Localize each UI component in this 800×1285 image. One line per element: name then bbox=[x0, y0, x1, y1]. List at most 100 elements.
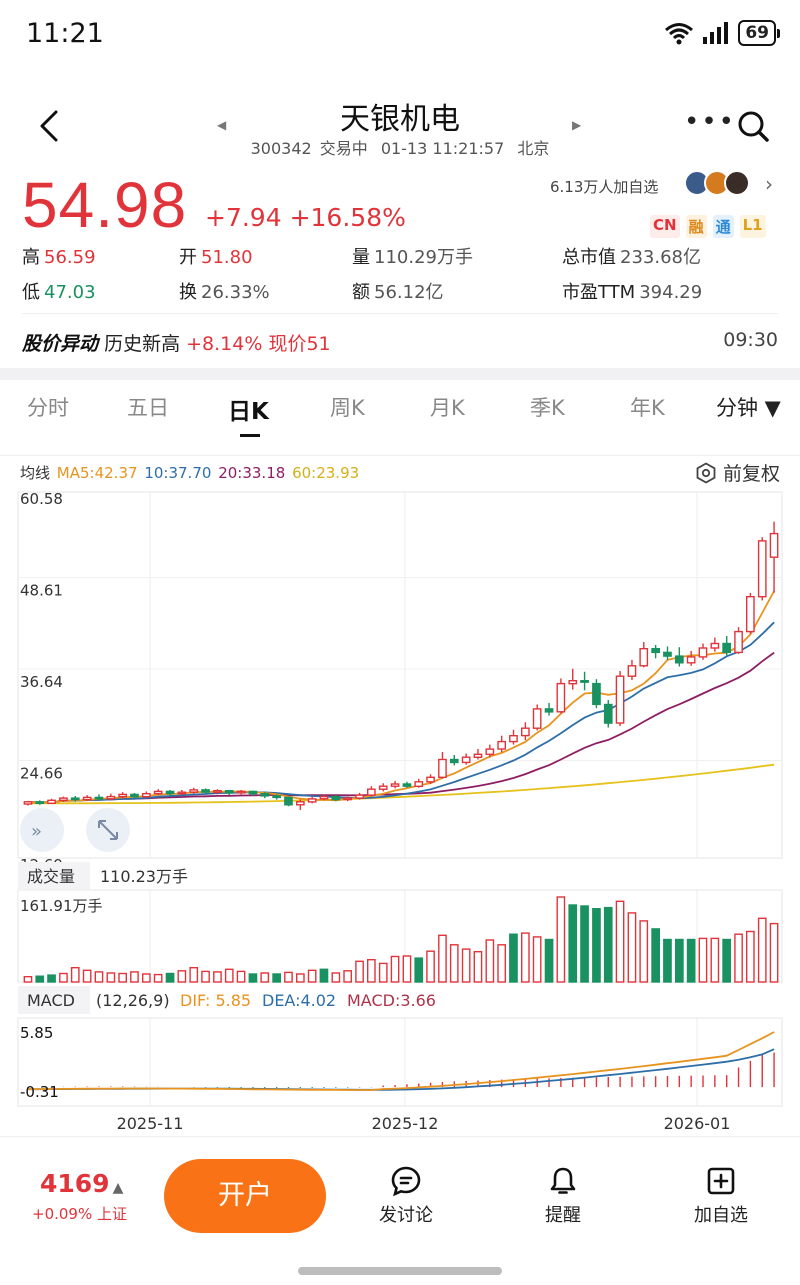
stat-value: 51.80 bbox=[201, 247, 253, 268]
tag-cn[interactable]: CN bbox=[650, 215, 680, 238]
follower-avatars[interactable] bbox=[684, 170, 750, 196]
macd-label[interactable]: MACD bbox=[27, 991, 75, 1010]
back-arrow-icon[interactable] bbox=[30, 106, 70, 146]
search-icon[interactable] bbox=[735, 108, 771, 144]
status-bar: 11:21 69 bbox=[0, 0, 800, 70]
candlesticks bbox=[23, 521, 779, 811]
price-tick-label: 24.66 bbox=[20, 765, 63, 783]
tab-minute-dropdown[interactable]: 分钟 ▼ bbox=[716, 396, 781, 420]
macd-panel-border bbox=[17, 1017, 783, 1107]
volume-bar bbox=[414, 957, 424, 983]
index-value[interactable]: 4169 ▲ bbox=[40, 1169, 123, 1198]
candle-body bbox=[663, 651, 672, 657]
price-tick-label: 48.61 bbox=[20, 582, 63, 600]
plus-square-icon bbox=[707, 1167, 735, 1195]
scroll-left-button[interactable] bbox=[20, 808, 64, 852]
candle-body bbox=[118, 793, 128, 798]
chart-period-tabs: 分时 五日 日K 周K 月K 季K 年K 分钟 ▼ bbox=[0, 392, 800, 442]
open-account-button[interactable]: 开户 bbox=[164, 1159, 326, 1233]
volume-bars bbox=[23, 896, 779, 983]
avatar bbox=[724, 170, 750, 196]
price-alert-row[interactable]: 股价异动 历史新高 +8.14% 现价51 09:30 bbox=[22, 329, 778, 356]
volume-label[interactable]: 成交量 bbox=[27, 867, 75, 886]
candle-body bbox=[355, 794, 364, 799]
candle-body bbox=[509, 735, 518, 743]
volume-bar bbox=[580, 905, 589, 983]
ma60-line bbox=[27, 763, 775, 805]
index-number: 4169 bbox=[40, 1169, 110, 1198]
tab-daily-k[interactable]: 日K bbox=[228, 399, 269, 425]
macd-params: (12,26,9) bbox=[96, 991, 170, 1010]
candle-body bbox=[426, 776, 435, 783]
tab-yearly-k[interactable]: 年K bbox=[630, 396, 665, 420]
stock-subtitle: 300342 交易中 01-13 11:21:57 北京 bbox=[0, 135, 800, 159]
volume-bar bbox=[686, 938, 696, 983]
alert-label: 提醒 bbox=[545, 1205, 581, 1226]
stat-label: 额 bbox=[352, 282, 370, 303]
tab-quarterly-k[interactable]: 季K bbox=[530, 396, 565, 420]
next-stock-icon[interactable]: ▶ bbox=[572, 118, 582, 132]
volume-bar bbox=[734, 933, 743, 983]
candle-body bbox=[390, 783, 400, 787]
tag-connect[interactable]: 通 bbox=[712, 215, 734, 238]
macd-panel bbox=[27, 1031, 775, 1091]
time-axis-labels: 2025-11 2025-12 2026-01 bbox=[117, 1114, 731, 1133]
volume-bar bbox=[213, 971, 222, 983]
followers-count[interactable]: 6.13万人加自选 bbox=[550, 178, 659, 196]
volume-bar bbox=[153, 973, 163, 983]
volume-bar bbox=[296, 973, 305, 983]
candle-body bbox=[378, 785, 388, 790]
volume-bar bbox=[319, 968, 329, 983]
candle-body bbox=[722, 642, 732, 654]
candle-body bbox=[236, 790, 246, 794]
tag-level1[interactable]: L1 bbox=[739, 215, 766, 238]
candle-body bbox=[130, 793, 139, 798]
add-watchlist-button[interactable]: 加自选 bbox=[681, 1165, 761, 1227]
bell-icon bbox=[550, 1167, 576, 1194]
date-axis-label: 2026-01 bbox=[664, 1114, 731, 1133]
discuss-button[interactable]: 发讨论 bbox=[366, 1165, 446, 1227]
candle-body bbox=[70, 797, 80, 801]
tag-margin[interactable]: 融 bbox=[685, 215, 707, 238]
candle-body bbox=[272, 795, 282, 799]
tab-intraday[interactable]: 分时 bbox=[27, 396, 69, 420]
date-axis-label: 2025-11 bbox=[117, 1114, 184, 1133]
status-time: 11:21 bbox=[26, 18, 104, 49]
tab-five-day[interactable]: 五日 bbox=[127, 396, 169, 420]
chevron-right-icon[interactable]: › bbox=[765, 172, 773, 196]
volume-bar bbox=[355, 960, 364, 983]
candle-body bbox=[177, 791, 187, 795]
divider bbox=[22, 313, 778, 314]
ma-label: 均线 bbox=[20, 464, 51, 482]
volume-bar bbox=[130, 971, 139, 983]
volume-bar bbox=[710, 937, 720, 983]
volume-panel-border bbox=[17, 889, 783, 983]
alert-text: 历史新高 bbox=[104, 333, 181, 355]
trade-status: 交易中 bbox=[319, 139, 368, 158]
volume-bar bbox=[82, 969, 92, 983]
volume-bar bbox=[343, 970, 353, 983]
tab-weekly-k[interactable]: 周K bbox=[330, 396, 365, 420]
candle-body bbox=[532, 708, 542, 729]
volume-bar bbox=[509, 933, 518, 983]
chat-bubble-icon bbox=[391, 1166, 421, 1197]
alert-button[interactable]: 提醒 bbox=[523, 1165, 603, 1227]
volume-bar bbox=[284, 971, 293, 983]
tab-monthly-k[interactable]: 月K bbox=[430, 396, 465, 420]
more-icon[interactable]: ••• bbox=[684, 107, 737, 137]
hexagon-settings-icon bbox=[696, 461, 716, 484]
home-indicator[interactable] bbox=[298, 1267, 502, 1275]
prev-stock-icon[interactable]: ◀ bbox=[217, 118, 227, 132]
candle-body bbox=[153, 790, 163, 795]
candle-body bbox=[769, 532, 779, 558]
adjust-toggle[interactable]: 前复权 bbox=[695, 459, 780, 486]
candle-body bbox=[473, 753, 483, 758]
adjust-label: 前复权 bbox=[722, 463, 780, 485]
dea-line bbox=[27, 1048, 775, 1091]
candle-body bbox=[189, 789, 199, 793]
volume-bar bbox=[592, 908, 601, 983]
volume-bar bbox=[615, 900, 625, 983]
status-icons: 69 bbox=[664, 20, 780, 46]
volume-current: 110.23万手 bbox=[100, 867, 188, 886]
